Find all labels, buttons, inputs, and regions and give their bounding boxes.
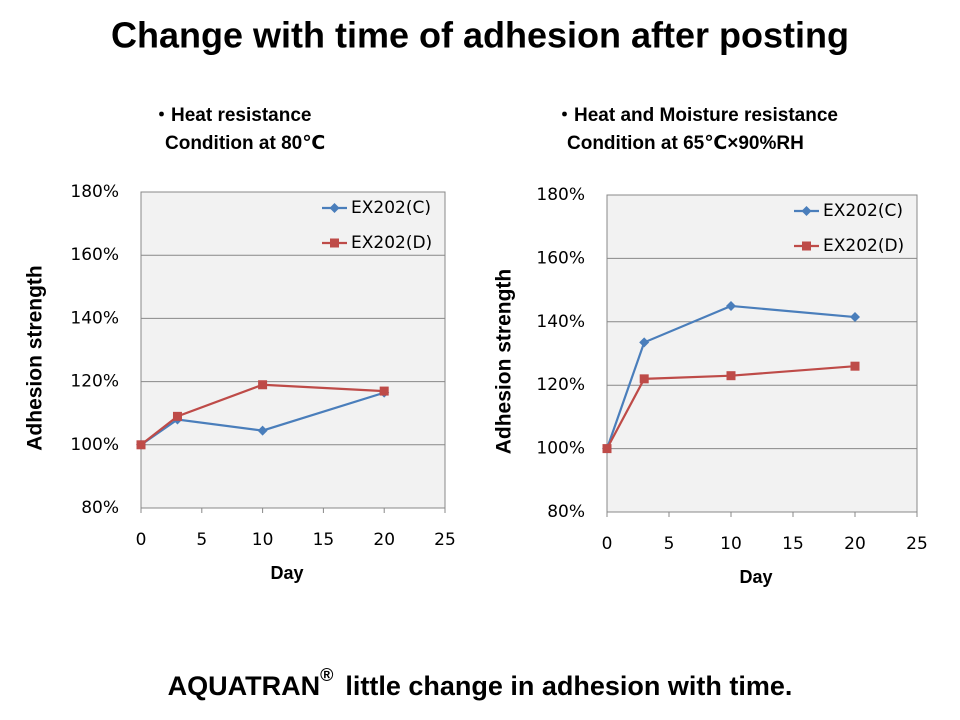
- marker: [330, 238, 339, 248]
- y-tick-label: 120%: [70, 372, 119, 392]
- x-tick-label: 5: [664, 534, 675, 554]
- y-tick-label: 80%: [81, 498, 119, 518]
- marker: [639, 337, 650, 348]
- chart-subtitle: Condition at 80℃: [165, 133, 325, 154]
- x-tick-label: 0: [602, 534, 613, 554]
- marker: [257, 425, 268, 436]
- marker: [639, 374, 649, 384]
- x-tick-label: 20: [373, 530, 395, 550]
- chart-subtitle: ・Heat and Moisture resistance: [555, 105, 838, 126]
- marker: [850, 361, 860, 371]
- marker: [726, 300, 736, 311]
- y-axis-label: Adhesion strength: [24, 265, 47, 451]
- marker: [726, 371, 736, 381]
- footer-text: little change in adhesion with time.: [345, 671, 792, 701]
- chart-subtitle: Condition at 65℃×90%RH: [567, 133, 804, 154]
- x-tick-label: 15: [313, 530, 335, 550]
- y-tick-label: 180%: [70, 182, 119, 202]
- marker: [850, 312, 860, 323]
- registered-mark: ®: [320, 665, 333, 685]
- x-tick-label: 10: [720, 534, 742, 554]
- y-tick-label: 100%: [536, 439, 585, 459]
- x-axis-label: Day: [739, 567, 772, 587]
- y-tick-label: 160%: [536, 248, 585, 268]
- marker: [602, 444, 612, 454]
- series-line: [606, 365, 856, 450]
- footer: AQUATRAN® little change in adhesion with …: [168, 665, 793, 701]
- series-line: [140, 383, 385, 446]
- x-tick-label: 25: [906, 534, 928, 554]
- slide-title: Change with time of adhesion after posti…: [111, 15, 849, 56]
- plot-area: [606, 194, 918, 513]
- marker: [379, 386, 389, 396]
- y-tick-label: 180%: [536, 185, 585, 205]
- x-tick-label: 0: [136, 530, 147, 550]
- y-tick-label: 80%: [547, 502, 585, 522]
- brand: AQUATRAN: [168, 671, 320, 701]
- y-tick-label: 100%: [70, 435, 119, 455]
- marker: [172, 411, 182, 421]
- y-tick-label: 160%: [70, 245, 119, 265]
- marker: [802, 241, 811, 251]
- legend-label: EX202(D): [351, 233, 432, 253]
- marker: [329, 203, 340, 213]
- y-tick-label: 140%: [70, 308, 119, 328]
- marker: [801, 206, 812, 216]
- marker: [258, 380, 268, 390]
- legend-label: EX202(C): [351, 198, 431, 218]
- marker: [136, 440, 146, 450]
- x-tick-label: 10: [252, 530, 274, 550]
- plot-area: [140, 191, 446, 509]
- chart-subtitle: ・Heat resistance: [152, 105, 311, 126]
- x-tick-label: 5: [196, 530, 207, 550]
- x-tick-label: 15: [782, 534, 804, 554]
- legend-label: EX202(C): [823, 201, 903, 221]
- x-axis-label: Day: [270, 563, 303, 583]
- y-axis-label: Adhesion strength: [493, 269, 516, 455]
- y-tick-label: 120%: [536, 375, 585, 395]
- y-tick-label: 140%: [536, 312, 585, 332]
- series-line: [605, 304, 856, 449]
- series-line: [140, 391, 385, 446]
- x-tick-label: 25: [434, 530, 456, 550]
- x-tick-label: 20: [844, 534, 866, 554]
- legend-label: EX202(D): [823, 236, 904, 256]
